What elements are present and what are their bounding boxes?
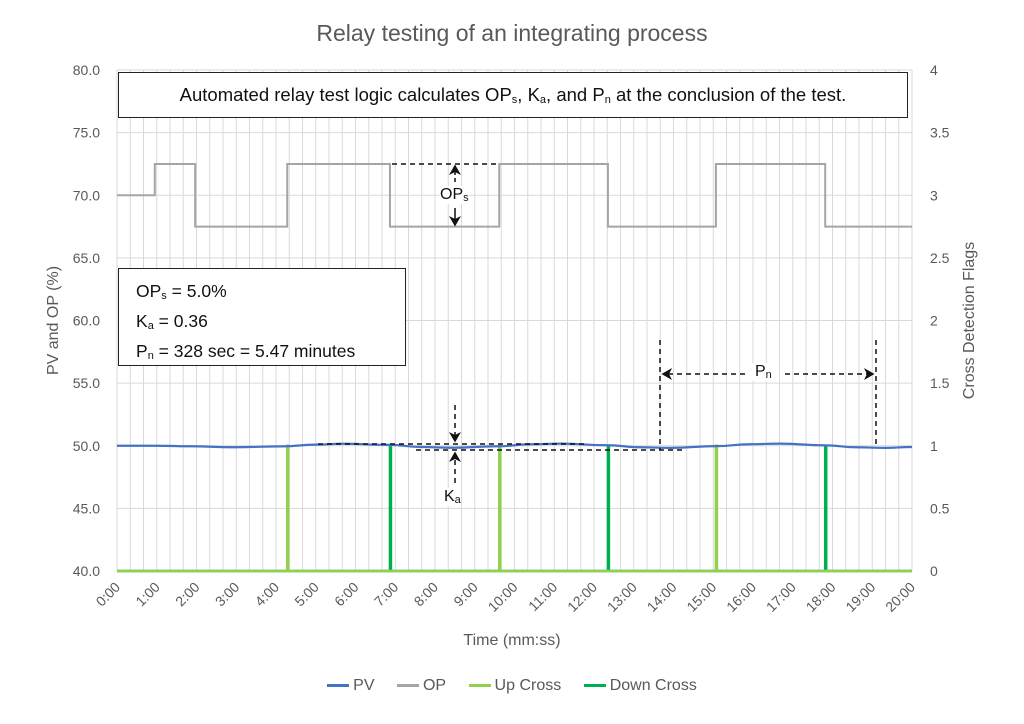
note-text: Automated relay test logic calculates OP [179, 84, 512, 105]
legend-item-up-cross: Up Cross [468, 677, 562, 695]
legend-swatch [327, 684, 350, 688]
legend-label: Up Cross [494, 677, 562, 694]
y2-tick-label: 3 [930, 187, 938, 203]
legend-label: PV [353, 677, 375, 694]
x-tick-label: 8:00 [411, 579, 442, 610]
y-tick-label: 50.0 [73, 438, 100, 454]
annotations [318, 163, 877, 483]
legend-label: Down Cross [609, 677, 697, 694]
x-tick-label: 2:00 [172, 579, 203, 610]
legend-item-op: OP [396, 677, 447, 695]
result-sub: n [147, 350, 154, 362]
result-value: = 328 sec = 5.47 minutes [153, 341, 356, 361]
pn-label: Pn [752, 363, 775, 381]
legend-swatch [468, 684, 491, 688]
x-tick-label: 0:00 [93, 579, 124, 610]
ka-result: Ka = 0.36 [136, 309, 405, 339]
y2-tick-label: 2.5 [930, 250, 950, 266]
label-sub: s [463, 192, 469, 204]
results-box: OPs = 5.0% Ka = 0.36 Pn = 328 sec = 5.47… [118, 268, 406, 366]
y-tick-label: 80.0 [73, 62, 100, 78]
x-tick-label: 6:00 [331, 579, 362, 610]
ops-result: OPs = 5.0% [136, 279, 405, 309]
pn-result: Pn = 328 sec = 5.47 minutes [136, 339, 405, 369]
y2-tick-label: 2 [930, 313, 938, 329]
y2-axis-title: Cross Detection Flags [961, 242, 978, 399]
result-label: K [136, 311, 148, 331]
label-main: K [444, 488, 455, 505]
result-value: = 0.36 [153, 311, 208, 331]
x-tick-label: 7:00 [371, 579, 402, 610]
x-tick-label: 3:00 [212, 579, 243, 610]
y-tick-label: 45.0 [73, 500, 100, 516]
y2-tick-label: 1.5 [930, 375, 950, 391]
x-tick-label: 1:00 [132, 579, 163, 610]
result-sub: s [161, 290, 167, 302]
x-tick-label: 12:00 [564, 579, 600, 615]
y-tick-label: 65.0 [73, 250, 100, 266]
y-tick-label: 70.0 [73, 187, 100, 203]
ka-label: Ka [444, 488, 461, 506]
result-sub: a [147, 320, 154, 332]
legend: PV OP Up Cross Down Cross [0, 677, 1024, 695]
series-op-line [117, 162, 912, 228]
x-tick-label: 11:00 [525, 579, 561, 615]
y2-tick-label: 1 [930, 438, 938, 454]
x-tick-label: 15:00 [683, 579, 719, 615]
x-tick-label: 19:00 [842, 579, 878, 615]
x-tick-label: 13:00 [604, 579, 640, 615]
note-sub: n [604, 94, 611, 106]
x-axis-title: Time (mm:ss) [463, 632, 561, 649]
y2-tick-label: 0.5 [930, 500, 950, 516]
y-tick-label: 75.0 [73, 125, 100, 141]
legend-item-down-cross: Down Cross [583, 677, 697, 695]
note-sub: s [511, 94, 518, 106]
y-tick-label: 40.0 [73, 563, 100, 579]
label-sub: a [454, 494, 461, 506]
x-tick-label: 5:00 [291, 579, 322, 610]
x-tick-label: 20:00 [882, 579, 918, 615]
note-sub: a [539, 94, 547, 106]
x-tick-label: 10:00 [485, 579, 521, 615]
x-tick-label: 18:00 [803, 579, 839, 615]
x-tick-label: 4:00 [252, 579, 283, 610]
x-tick-label: 17:00 [763, 579, 799, 615]
note-text: , K [517, 84, 540, 105]
y-axis-title: PV and OP (%) [45, 266, 62, 375]
ops-label: OPs [440, 186, 469, 204]
legend-label: OP [422, 677, 447, 694]
label-sub: n [765, 369, 772, 381]
result-label: P [136, 341, 148, 361]
y2-tick-label: 0 [930, 563, 938, 579]
legend-swatch [583, 684, 606, 688]
x-tick-label: 16:00 [723, 579, 759, 615]
conclusion-note: Automated relay test logic calculates OP… [118, 72, 908, 118]
legend-swatch [396, 684, 419, 688]
label-main: OP [440, 186, 464, 203]
y2-tick-label: 4 [930, 62, 938, 78]
note-text: at the conclusion of the test. [610, 84, 847, 105]
result-label: OP [136, 281, 162, 301]
chart-title: Relay testing of an integrating process [316, 20, 708, 46]
y-tick-label: 55.0 [73, 375, 100, 391]
label-main: P [755, 363, 766, 380]
series-pv-line [117, 442, 913, 449]
y-tick-label: 60.0 [73, 313, 100, 329]
x-tick-label: 14:00 [644, 579, 680, 615]
note-text: , and P [546, 84, 605, 105]
legend-item-pv: PV [327, 677, 375, 695]
y2-tick-label: 3.5 [930, 125, 950, 141]
x-tick-label: 9:00 [450, 579, 481, 610]
result-value: = 5.0% [166, 281, 227, 301]
